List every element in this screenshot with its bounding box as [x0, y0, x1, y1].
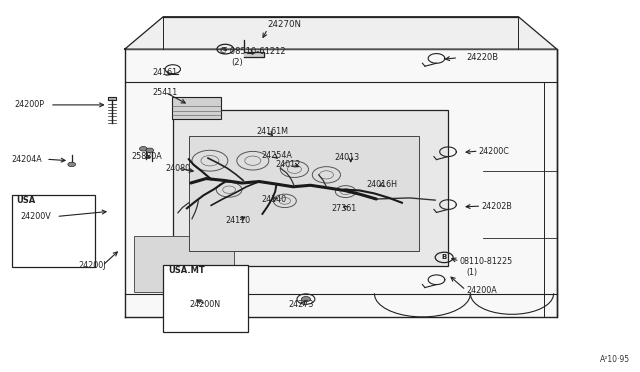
- Text: 24200A: 24200A: [466, 286, 497, 295]
- Text: S: S: [223, 46, 228, 52]
- Text: 25880A: 25880A: [131, 152, 162, 161]
- Text: USA.MT: USA.MT: [168, 266, 205, 275]
- FancyBboxPatch shape: [163, 265, 248, 332]
- Text: (2): (2): [232, 58, 243, 67]
- Text: 24202B: 24202B: [481, 202, 512, 211]
- Circle shape: [301, 296, 310, 302]
- Text: 24220B: 24220B: [466, 53, 498, 62]
- Circle shape: [68, 162, 76, 167]
- Text: 24200N: 24200N: [189, 300, 221, 309]
- Text: 25411: 25411: [152, 88, 177, 97]
- FancyBboxPatch shape: [134, 236, 234, 292]
- Polygon shape: [125, 49, 557, 317]
- Text: 24254A: 24254A: [261, 151, 292, 160]
- Text: 24273: 24273: [288, 300, 314, 309]
- Polygon shape: [189, 294, 198, 298]
- Polygon shape: [40, 219, 49, 222]
- Text: 24200J: 24200J: [78, 261, 106, 270]
- Text: 08110-81225: 08110-81225: [460, 257, 513, 266]
- Text: 24140: 24140: [261, 195, 286, 204]
- Circle shape: [140, 147, 147, 151]
- Text: USA: USA: [17, 196, 36, 205]
- Text: A²10·95: A²10·95: [600, 355, 630, 364]
- Polygon shape: [244, 40, 264, 57]
- Text: 24013: 24013: [334, 153, 359, 162]
- Text: 24161M: 24161M: [256, 127, 288, 136]
- Text: 24270N: 24270N: [268, 20, 301, 29]
- Text: 24080: 24080: [165, 164, 190, 173]
- Text: 24110: 24110: [225, 217, 250, 225]
- FancyBboxPatch shape: [189, 136, 419, 251]
- Text: © 08510-61212: © 08510-61212: [219, 47, 285, 56]
- Polygon shape: [125, 17, 557, 49]
- FancyBboxPatch shape: [172, 97, 221, 119]
- Text: 24012: 24012: [275, 160, 300, 169]
- Polygon shape: [108, 97, 116, 100]
- Text: 27361: 27361: [332, 204, 356, 213]
- Text: 24200C: 24200C: [479, 147, 509, 155]
- FancyBboxPatch shape: [12, 195, 95, 267]
- Text: 24161: 24161: [152, 68, 177, 77]
- FancyBboxPatch shape: [173, 110, 448, 266]
- Text: 24200V: 24200V: [20, 212, 51, 221]
- Text: 24016H: 24016H: [366, 180, 397, 189]
- Circle shape: [146, 148, 154, 153]
- Text: 24204A: 24204A: [12, 155, 42, 164]
- Text: 24200P: 24200P: [14, 100, 44, 109]
- Text: B: B: [442, 254, 447, 260]
- Text: (1): (1): [466, 268, 477, 277]
